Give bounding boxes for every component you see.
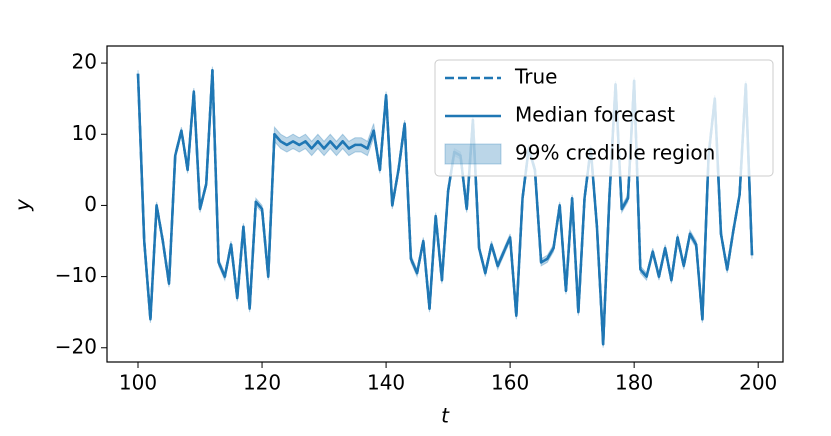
x-tick-label: 180 bbox=[615, 371, 653, 395]
legend-label: Median forecast bbox=[515, 103, 675, 127]
x-axis-label: t bbox=[441, 404, 450, 428]
x-tick-label: 200 bbox=[739, 371, 777, 395]
y-tick-label: −20 bbox=[55, 334, 97, 358]
y-tick-label: 0 bbox=[84, 192, 97, 216]
y-axis-label: y bbox=[11, 198, 35, 212]
legend-patch bbox=[444, 143, 502, 165]
legend-label: True bbox=[514, 65, 557, 89]
x-tick-label: 100 bbox=[119, 371, 157, 395]
y-tick-label: −10 bbox=[55, 263, 97, 287]
x-tick-label: 120 bbox=[243, 371, 281, 395]
series-line bbox=[136, 68, 754, 346]
legend-label: 99% credible region bbox=[515, 141, 715, 165]
x-tick-label: 160 bbox=[491, 371, 529, 395]
x-tick-label: 140 bbox=[367, 371, 405, 395]
y-tick-label: 20 bbox=[72, 50, 97, 74]
y-tick-label: 10 bbox=[72, 121, 97, 145]
legend-box bbox=[434, 59, 774, 177]
plot-frame bbox=[106, 45, 784, 363]
credible-band bbox=[137, 66, 753, 348]
